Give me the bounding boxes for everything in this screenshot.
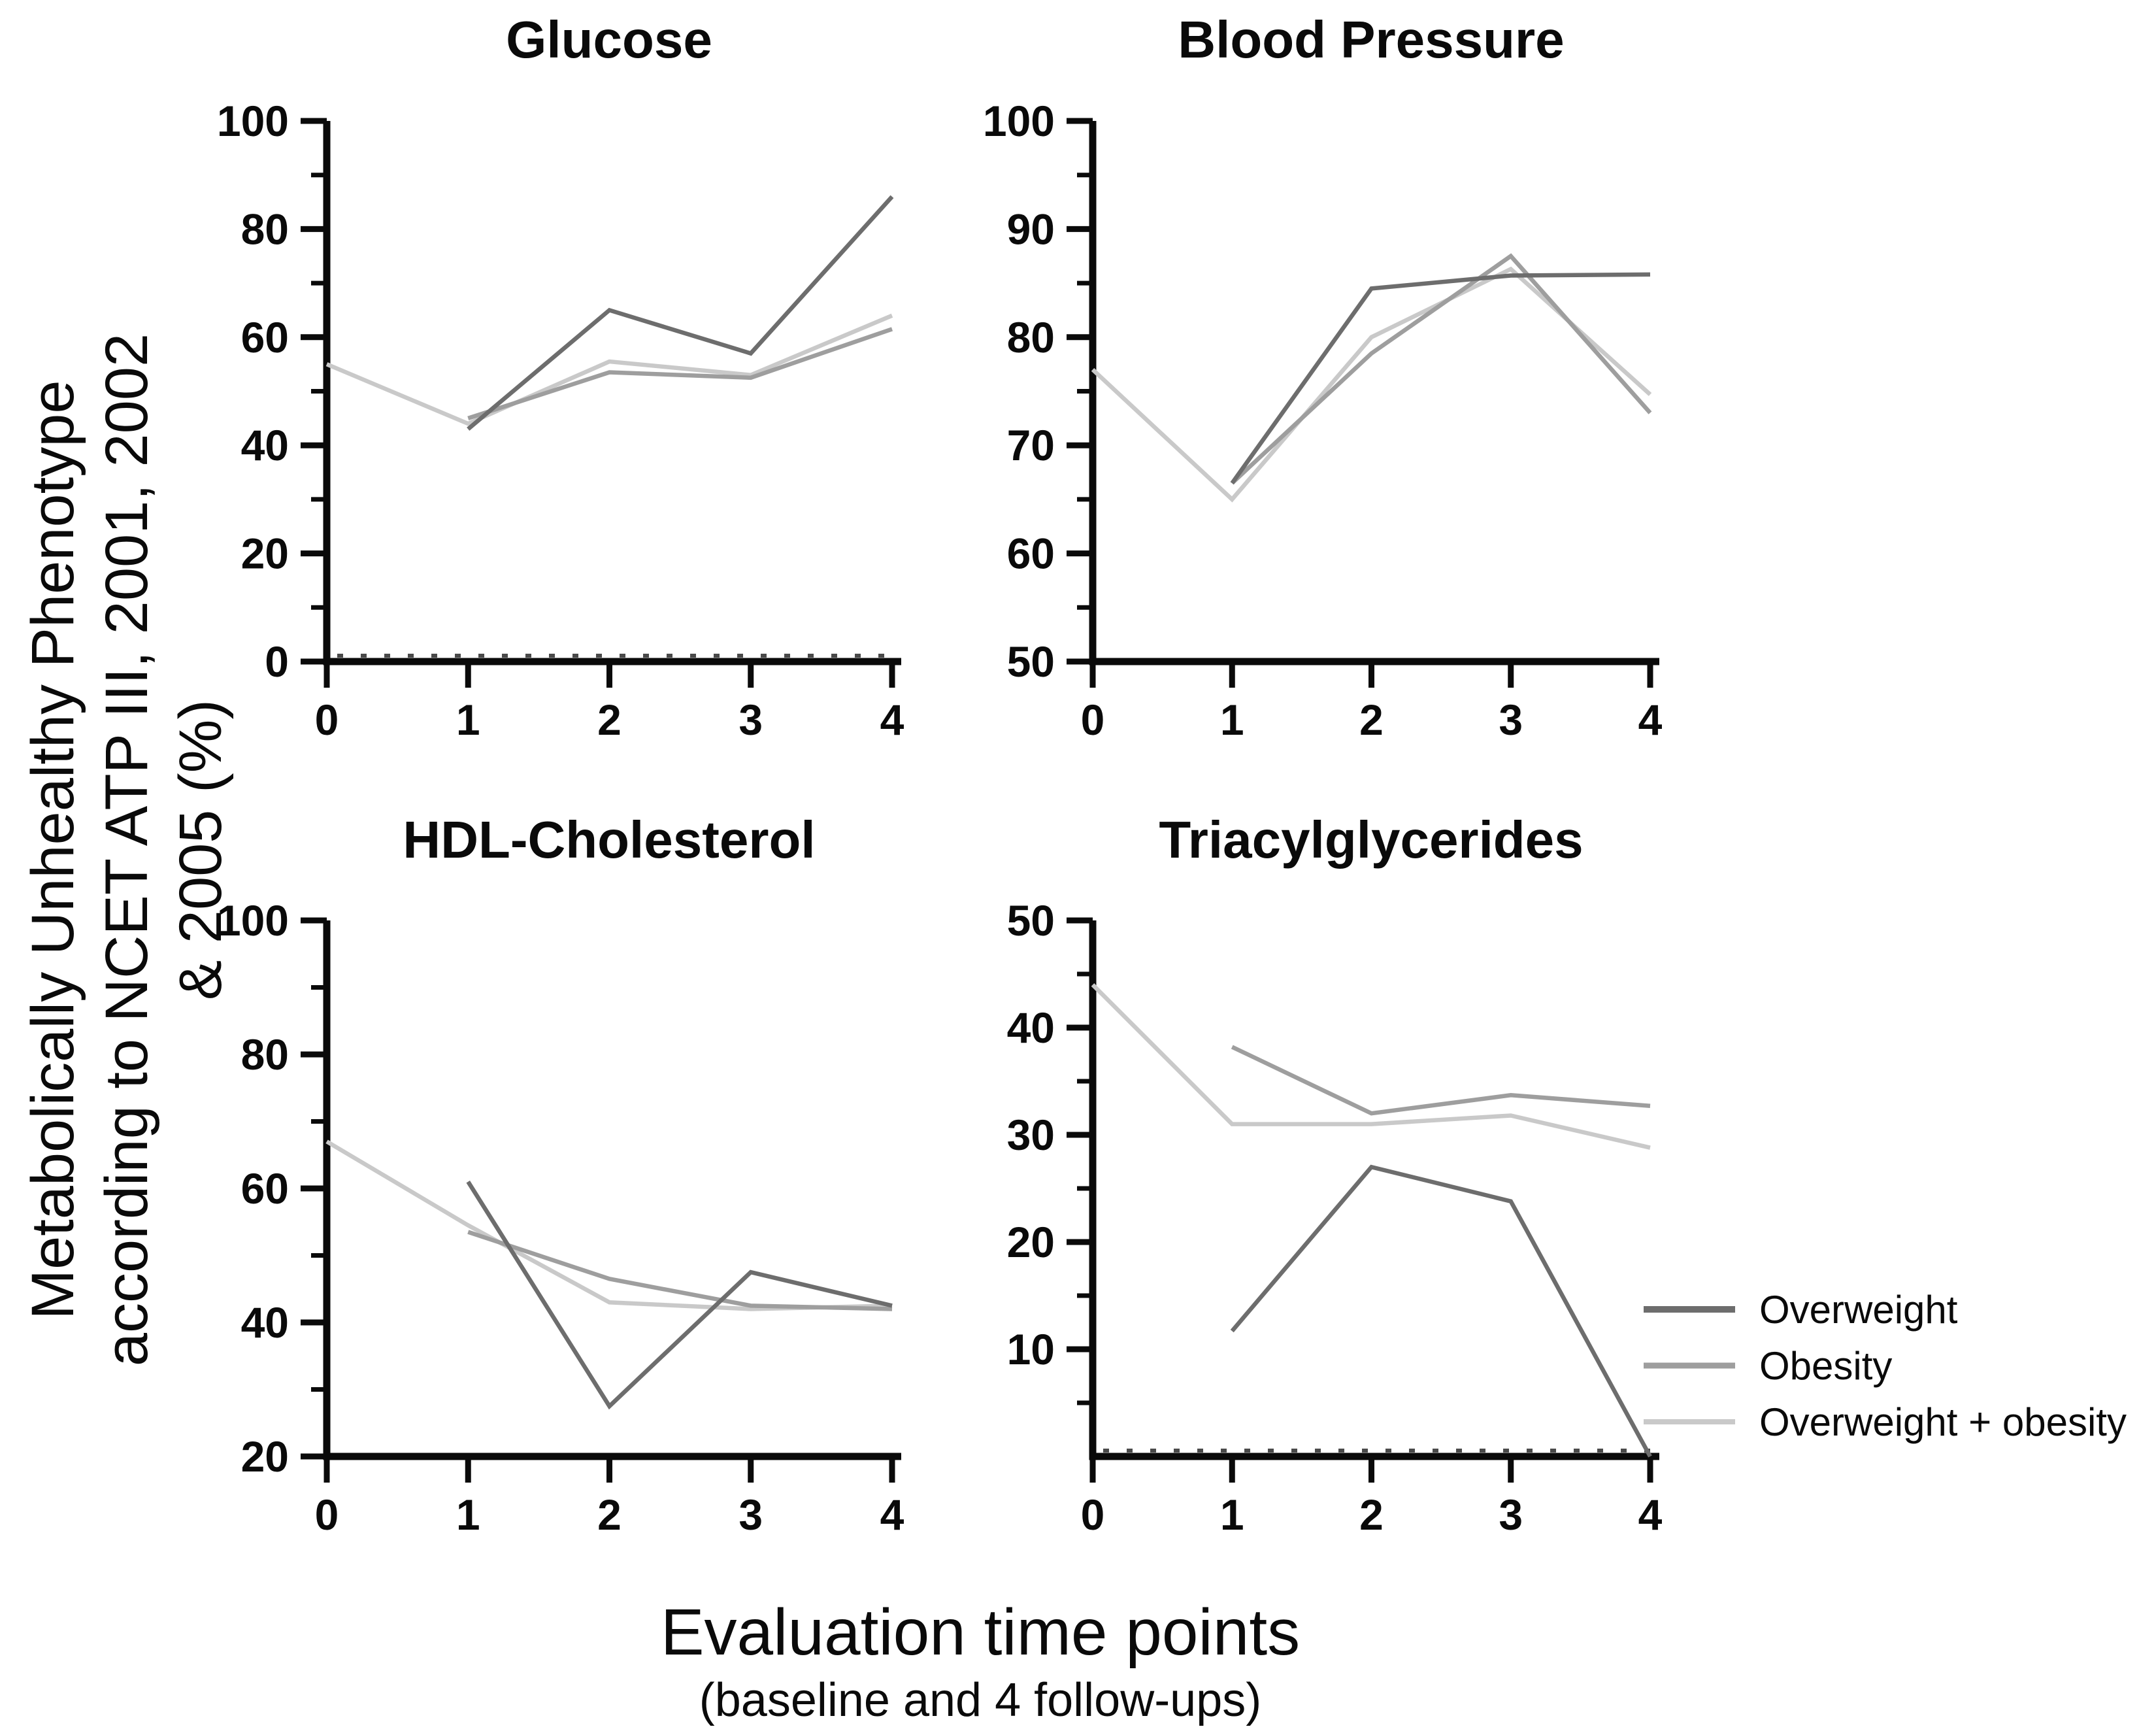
series-line-overweight [1230,272,1651,484]
y-tick-label: 60 [241,1164,289,1213]
hdl-cholesterol-axes: 20 40 60 80 100 0 1 2 3 4 [217,896,904,1539]
panel-blood-pressure: Blood Pressure 50 60 70 80 90 100 0 1 2 3 4 [983,10,1663,744]
series-line-obesity [1231,1045,1651,1116]
y-tick-label: 40 [1007,1003,1055,1052]
x-axis-label: Evaluation time points [660,1596,1301,1669]
legend-label-overweight-obesity: Overweight + obesity [1759,1400,2127,1444]
axis-spine [1089,121,1659,665]
legend: Overweight Obesity Overweight + obesity [1644,1288,2127,1444]
y-axis-label: Metabolically Unhealthy Phenotype accord… [16,163,245,1536]
x-tick-label: 0 [315,696,339,744]
series-line-obesity [467,327,893,420]
y-axis-label-line3: & 2005 (%) [167,699,234,1001]
legend-label-obesity: Obesity [1759,1344,1892,1388]
y-tick-label: 80 [241,1030,289,1079]
y-tick-label: 70 [1007,421,1055,469]
x-tick-label: 3 [738,696,763,744]
panel-title-hdl-cholesterol: HDL-Cholesterol [403,811,815,869]
y-tick-label: 90 [1007,205,1055,253]
series-line-obesity [1231,253,1652,485]
x-tick-label: 1 [456,696,480,744]
y-tick-label: 0 [265,637,289,686]
y-tick-label: 100 [217,896,289,945]
y-tick-label: 80 [1007,313,1055,361]
x-tick-label: 2 [597,696,622,744]
series-line-overweight-obesity [325,313,893,426]
y-tick-label: 10 [1007,1325,1055,1373]
legend-label-overweight: Overweight [1759,1288,1958,1332]
panel-title-blood-pressure: Blood Pressure [1178,10,1564,69]
x-tick-label: 2 [1359,1490,1384,1539]
y-tick-label: 60 [241,313,289,361]
y-tick-label: 40 [241,1298,289,1347]
y-tick-label: 20 [1007,1218,1055,1266]
x-axis-sublabel: (baseline and 4 follow-ups) [699,1674,1262,1726]
x-tick-label: 4 [880,696,904,744]
x-tick-label: 0 [315,1490,339,1539]
x-tick-label: 1 [1220,696,1244,744]
series-line-overweight [466,1181,893,1410]
x-tick-label: 4 [1638,696,1663,744]
y-tick-label: 20 [241,1432,289,1481]
y-tick-label: 20 [241,529,289,578]
x-tick-label: 3 [738,1490,763,1539]
y-tick-label: 80 [241,205,289,253]
x-tick-label: 3 [1499,1490,1523,1539]
y-tick-label: 100 [217,97,289,145]
x-tick-label: 1 [456,1490,480,1539]
panel-triacylglycerides: Triacylglycerides 10 20 30 40 50 0 1 2 3 4 [1007,811,1663,1539]
x-tick-label: 3 [1499,696,1523,744]
panel-title-triacylglycerides: Triacylglycerides [1159,811,1583,869]
axis-spine [1089,920,1659,1460]
x-tick-label: 0 [1081,1490,1105,1539]
series-line-overweight [1230,1164,1652,1458]
series-line-obesity [467,1230,893,1311]
triacylglycerides-axes: 10 20 30 40 50 0 1 2 3 4 [1007,896,1663,1539]
panel-title-glucose: Glucose [506,10,712,69]
series-line-overweight [467,195,894,431]
y-tick-label: 100 [983,97,1055,145]
x-tick-label: 1 [1220,1490,1244,1539]
panel-glucose: Glucose 0 20 40 60 80 100 0 1 2 3 4 [217,10,904,744]
y-tick-label: 30 [1007,1111,1055,1159]
y-tick-label: 50 [1007,637,1055,686]
glucose-axes: 0 20 40 60 80 100 0 1 2 3 4 [217,97,904,744]
y-tick-label: 60 [1007,529,1055,578]
series-line-overweight-obesity [1091,266,1652,503]
axis-spine [323,121,901,665]
panel-hdl-cholesterol: HDL-Cholesterol 20 40 60 80 100 0 1 2 3 4 [217,811,904,1539]
blood-pressure-axes: 50 60 70 80 90 100 0 1 2 3 4 [983,97,1663,744]
x-tick-label: 4 [1638,1490,1663,1539]
x-tick-label: 2 [597,1490,622,1539]
x-tick-label: 4 [880,1490,904,1539]
x-tick-label: 2 [1359,696,1384,744]
y-tick-label: 50 [1007,896,1055,945]
x-tick-label: 0 [1081,696,1105,744]
y-axis-label-line1: Metabolically Unhealthy Phenotype [20,380,86,1320]
axis-spine [323,920,901,1460]
y-axis-label-line2: according to NCET ATP III, 2001, 2002 [93,333,160,1367]
y-tick-label: 40 [241,421,289,469]
series-line-overweight-obesity [1091,983,1651,1150]
